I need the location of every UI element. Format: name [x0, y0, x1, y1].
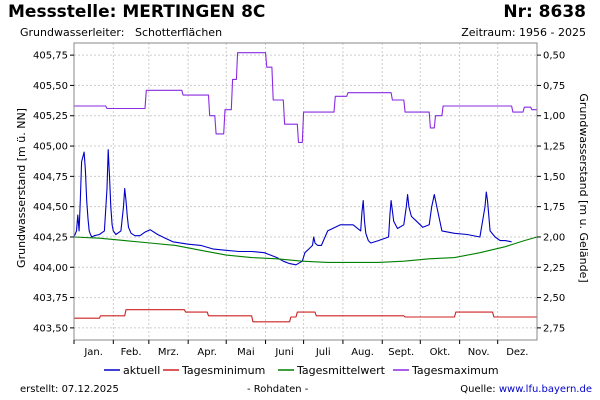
- x-tick-label-4: Apr.: [197, 347, 217, 358]
- y2-tick-label: 0,75: [543, 81, 565, 92]
- y2-tick-label: 2,25: [543, 263, 565, 274]
- y2-tick-label: 0,50: [543, 51, 565, 62]
- x-tick-label-12: Dez.: [506, 347, 528, 358]
- rawdata-note: - Rohdaten -: [247, 384, 309, 395]
- source-label: Quelle:: [460, 384, 496, 395]
- grid: [74, 43, 537, 340]
- y-tick-label: 404,25: [33, 232, 68, 243]
- legend-label-tagesmittelwert: Tagesmittelwert: [296, 364, 386, 377]
- station-title: Messstelle: MERTINGEN 8C: [8, 2, 266, 22]
- x-tick-label-7: Juli: [315, 347, 331, 358]
- legend-label-tagesmaximum: Tagesmaximum: [411, 364, 499, 377]
- y-tick-label: 404,75: [33, 172, 68, 183]
- y-tick-label: 403,50: [33, 323, 68, 334]
- series-line-tagesminimum: [74, 309, 537, 323]
- y-axis-title-left: Grundwasserstand [m ü. NN]: [15, 108, 28, 268]
- y-tick-label: 405,50: [33, 81, 68, 92]
- legend-label-tagesminimum: Tagesminimum: [181, 364, 265, 377]
- x-tick-label-1: Jan.: [83, 347, 103, 358]
- source-info: Quelle: www.lfu.bayern.de: [460, 384, 592, 395]
- aquifer-info: Grundwasserleiter: Schotterflächen: [20, 26, 222, 39]
- y2-tick-label: 2,50: [543, 293, 565, 304]
- x-tick-label-9: Sept.: [388, 347, 414, 358]
- series-line-tagesmaximum: [74, 52, 537, 143]
- created-date: erstellt: 07.12.2025: [20, 384, 119, 395]
- axis-ticks: 403,50 403,75 404,00 404,25 404,50 404,75 405,…: [33, 51, 565, 358]
- series-line-aktuell: [73, 149, 512, 266]
- series-line-tagesmittelwert: [73, 236, 538, 263]
- series-lines: [73, 52, 538, 323]
- x-tick-label-5: Mai: [237, 347, 255, 358]
- x-tick-label-6: Juni: [274, 347, 293, 358]
- plot-frame: [73, 42, 538, 341]
- y-axis-title-right: Grundwasserstand [m u. Gelände]: [577, 93, 590, 282]
- y-tick-label: 404,00: [33, 263, 68, 274]
- station-number: Nr: 8638: [503, 2, 586, 22]
- y-tick-label: 403,75: [33, 293, 68, 304]
- y2-tick-label: 1,25: [543, 142, 565, 153]
- x-tick-label-8: Aug.: [351, 347, 374, 358]
- y2-tick-label: 1,75: [543, 202, 565, 213]
- y-tick-label: 405,75: [33, 51, 68, 62]
- aquifer-label: Grundwasserleiter:: [20, 26, 125, 39]
- y-tick-label: 405,00: [33, 142, 68, 153]
- source-link[interactable]: www.lfu.bayern.de: [498, 384, 592, 395]
- y-tick-label: 405,25: [33, 111, 68, 122]
- y2-tick-label: 1,00: [543, 111, 565, 122]
- period-label: Zeitraum: 1956 - 2025: [461, 26, 586, 39]
- y2-tick-label: 2,75: [543, 323, 565, 334]
- y-tick-label: 404,50: [33, 202, 68, 213]
- y2-tick-label: 2,00: [543, 232, 565, 243]
- y2-tick-label: 1,50: [543, 172, 565, 183]
- legend-label-aktuell: aktuell: [123, 364, 160, 377]
- legend: aktuell Tagesminimum Tagesmittelwert Tagesm…: [104, 364, 499, 377]
- x-tick-label-11: Nov.: [468, 347, 490, 358]
- x-tick-label-2: Feb.: [121, 347, 142, 358]
- aquifer-value: Schotterflächen: [134, 26, 223, 39]
- x-tick-label-10: Okt.: [430, 347, 451, 358]
- x-tick-label-3: Mrz.: [158, 347, 179, 358]
